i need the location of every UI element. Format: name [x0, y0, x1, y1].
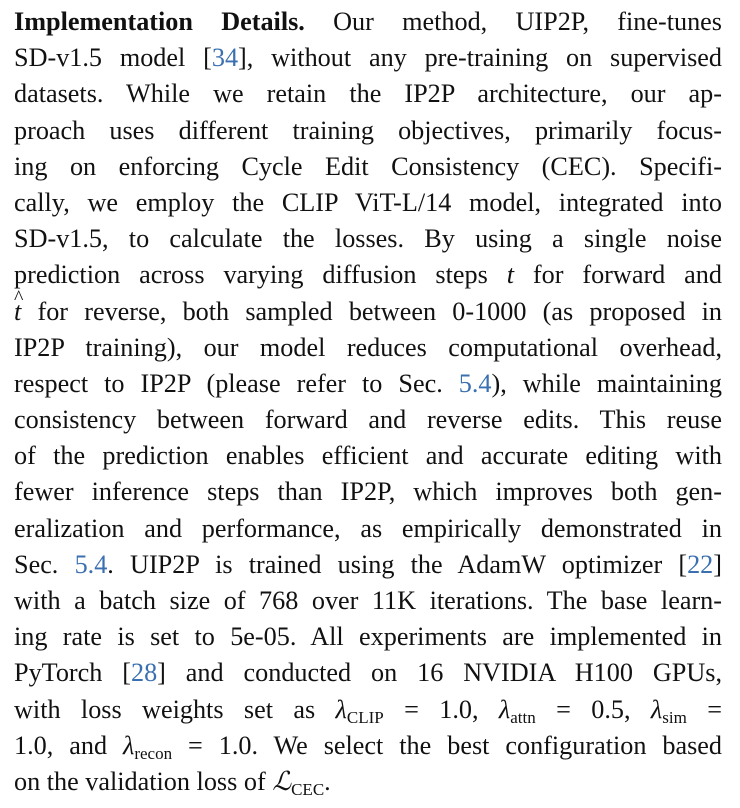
- text: ]: [713, 549, 722, 579]
- text: prediction across varying diffusion step…: [14, 260, 507, 290]
- line-8: prediction across varying diffusion step…: [14, 257, 722, 293]
- math-subscript: sim: [662, 707, 687, 727]
- line-16: Sec. 5.4. UIP2P is trained using the Ada…: [14, 547, 722, 583]
- text: . UIP2P is trained using the AdamW optim…: [107, 549, 688, 579]
- math-lambda: λ: [650, 694, 663, 724]
- text: with a batch size of 768 over 11K iterat…: [14, 586, 722, 615]
- text: IP2P training), our model reduces comput…: [14, 332, 722, 362]
- text: ] and conducted on 16 NVIDIA H100 GPUs,: [157, 658, 722, 688]
- text: eralization and performance, as empirica…: [14, 513, 722, 543]
- math-t: t: [506, 260, 514, 290]
- line-10: IP2P training), our model reduces comput…: [14, 330, 722, 366]
- text: proach uses different training objective…: [14, 115, 722, 145]
- section-ref-link[interactable]: 5.4: [458, 368, 492, 398]
- math-subscript: CLIP: [346, 707, 384, 727]
- citation-link[interactable]: 34: [211, 43, 239, 73]
- text: consistency between forward and reverse …: [14, 405, 722, 435]
- text: of the prediction enables efficient and …: [14, 441, 722, 471]
- line-6: cally, we employ the CLIP ViT-L/14 model…: [14, 185, 722, 221]
- math-script-L: ℒ: [272, 766, 292, 797]
- text: with loss weights set as: [14, 694, 336, 724]
- line-5: ing on enforcing Cycle Edit Consistency …: [14, 149, 722, 185]
- text: Our method, UIP2P, fine-tunes: [304, 7, 722, 36]
- line-20: with loss weights set as λCLIP = 1.0, λa…: [14, 692, 722, 728]
- text: 1.0, and: [14, 730, 123, 760]
- math-subscript: recon: [134, 743, 173, 763]
- math-lambda: λ: [335, 694, 347, 724]
- line-21: 1.0, and λrecon = 1.0. We select the bes…: [14, 728, 722, 764]
- text: SD-v1.5 model [: [14, 43, 212, 73]
- math-subscript: CEC: [291, 779, 325, 799]
- citation-link[interactable]: 28: [130, 658, 158, 688]
- section-ref-link[interactable]: 5.4: [74, 549, 108, 579]
- line-3: datasets. While we retain the IP2P archi…: [14, 76, 722, 112]
- text: on the validation loss of: [14, 766, 273, 796]
- text: ], without any pre-training on supervise…: [238, 43, 723, 73]
- text: .: [324, 766, 331, 796]
- math-t-hat: t: [14, 279, 24, 330]
- text: datasets. While we retain the IP2P archi…: [14, 79, 722, 109]
- line-11: respect to IP2P (please refer to Sec. 5.…: [14, 366, 722, 402]
- text: ing rate is set to 5e-05. All experiment…: [14, 622, 722, 652]
- line-14: fewer inference steps than IP2P, which i…: [14, 474, 722, 510]
- text: Sec.: [14, 549, 75, 579]
- text: =: [686, 694, 722, 724]
- text: = 1.0,: [383, 694, 499, 724]
- paragraph: Implementation Details. Our method, UIP2…: [14, 4, 722, 800]
- line-17: with a batch size of 768 over 11K iterat…: [14, 583, 722, 619]
- text: = 0.5,: [535, 694, 651, 724]
- math-lambda: λ: [498, 694, 511, 724]
- text: respect to IP2P (please refer to Sec.: [14, 368, 459, 398]
- text: SD-v1.5, to calculate the losses. By usi…: [14, 224, 722, 254]
- section-heading: Implementation Details.: [14, 7, 305, 36]
- math-subscript: attn: [510, 707, 536, 727]
- line-1: Implementation Details. Our method, UIP2…: [14, 4, 722, 40]
- line-19: PyTorch [28] and conducted on 16 NVIDIA …: [14, 655, 722, 691]
- text: ), while maintaining: [491, 368, 722, 398]
- line-18: ing rate is set to 5e-05. All experiment…: [14, 619, 722, 655]
- text: PyTorch [: [14, 658, 131, 688]
- text: = 1.0. We select the best configuration …: [172, 730, 723, 760]
- text: for forward and: [513, 260, 722, 290]
- math-lambda: λ: [123, 730, 135, 760]
- line-9: t for reverse, both sampled between 0-10…: [14, 279, 722, 330]
- line-22: on the validation loss of ℒCEC.: [14, 764, 722, 800]
- citation-link[interactable]: 22: [687, 549, 714, 579]
- line-7: SD-v1.5, to calculate the losses. By usi…: [14, 221, 722, 257]
- line-15: eralization and performance, as empirica…: [14, 511, 722, 547]
- text: cally, we employ the CLIP ViT-L/14 model…: [14, 187, 722, 217]
- line-12: consistency between forward and reverse …: [14, 402, 722, 438]
- text: ing on enforcing Cycle Edit Consistency …: [14, 151, 722, 181]
- text: for reverse, both sampled between 0-1000…: [21, 296, 722, 326]
- text: fewer inference steps than IP2P, which i…: [14, 477, 722, 507]
- line-13: of the prediction enables efficient and …: [14, 438, 722, 474]
- line-4: proach uses different training objective…: [14, 113, 722, 149]
- line-2: SD-v1.5 model [34], without any pre-trai…: [14, 40, 722, 76]
